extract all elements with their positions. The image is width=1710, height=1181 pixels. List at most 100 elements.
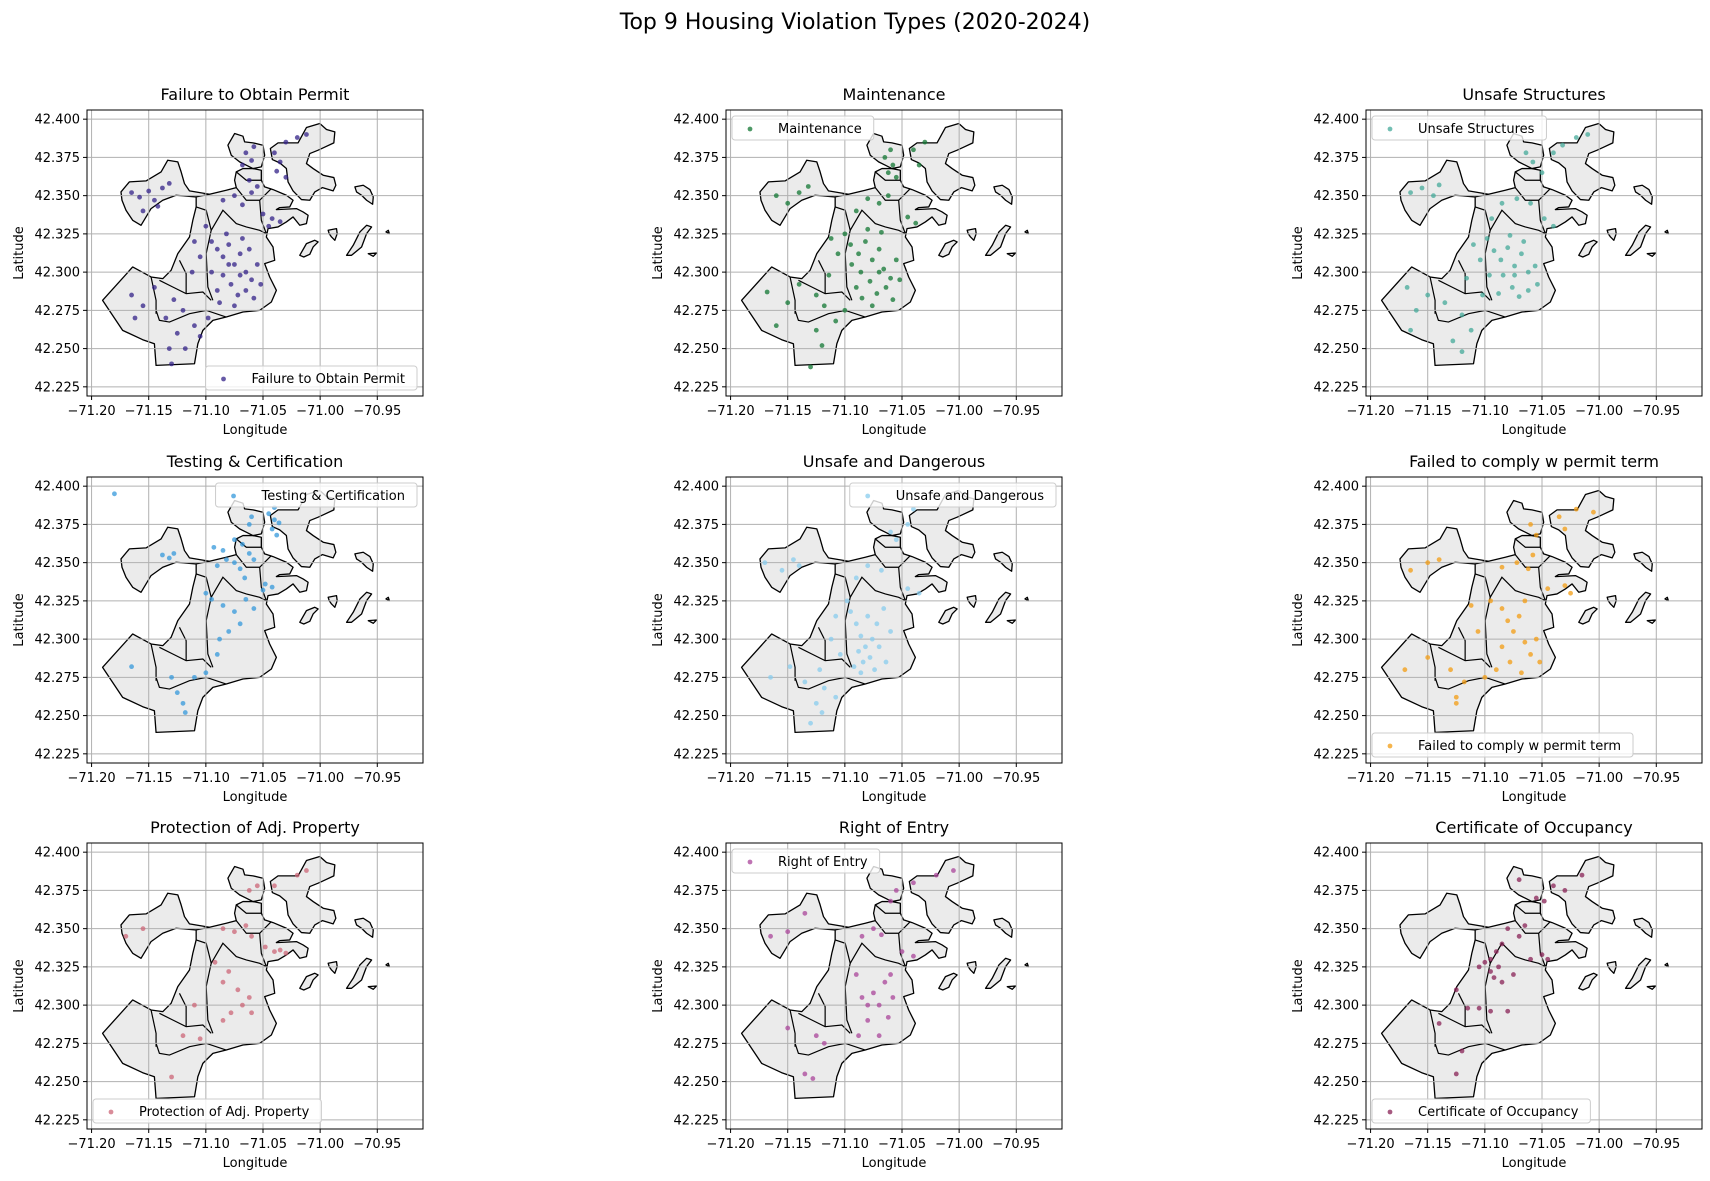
y-tick-label: 42.325 [1314, 227, 1360, 242]
data-point [1516, 933, 1522, 939]
x-tick-label: −70.95 [353, 771, 401, 786]
data-point [220, 979, 226, 985]
data-point [1459, 1048, 1465, 1054]
data-point [274, 168, 280, 174]
data-point [1476, 964, 1482, 970]
x-tick-label: −71.15 [125, 1137, 173, 1152]
y-tick-label: 42.325 [674, 960, 720, 975]
data-point [249, 1010, 254, 1016]
data-point [888, 529, 893, 535]
data-point [1491, 248, 1497, 254]
data-point [802, 679, 808, 685]
x-tick-label: −71.00 [1575, 404, 1623, 419]
data-point [911, 506, 916, 512]
data-point [879, 229, 884, 235]
x-tick-label: −71.05 [878, 1137, 926, 1152]
neighborhood-polygon [938, 606, 958, 625]
neighborhood-polygon [938, 239, 958, 258]
data-point [828, 236, 834, 241]
y-tick-label: 42.250 [1314, 342, 1360, 357]
neighborhood-boundary [259, 200, 267, 234]
data-point [905, 586, 911, 592]
x-tick-label: −70.95 [1632, 771, 1680, 786]
x-tick-label: −71.20 [1347, 1137, 1395, 1152]
data-point [240, 236, 245, 241]
neighborhood-polygon [1664, 962, 1669, 968]
data-point [911, 953, 916, 959]
neighborhood-boundary [155, 676, 227, 690]
neighborhood-boundary [874, 920, 911, 934]
data-point [1488, 598, 1493, 604]
x-tick-label: −71.15 [125, 404, 173, 419]
x-axis-label: Longitude [1502, 423, 1567, 438]
x-tick-label: −71.15 [764, 771, 812, 786]
y-tick-label: 42.300 [674, 633, 720, 648]
data-point [1453, 1071, 1459, 1077]
neighborhood-polygon [367, 252, 378, 257]
data-point [276, 520, 282, 526]
neighborhood-boundary [235, 538, 262, 548]
data-point [893, 174, 899, 180]
data-point [869, 636, 875, 642]
data-point [214, 288, 220, 293]
neighborhood-boundary [874, 187, 911, 201]
data-point [1408, 327, 1413, 333]
data-point [1459, 349, 1465, 355]
data-point [813, 327, 819, 333]
data-point [876, 269, 882, 275]
data-point [856, 648, 861, 654]
data-point [266, 223, 272, 229]
data-point [258, 281, 264, 287]
neighborhood-polygon [299, 606, 319, 625]
neighborhood-polygon [354, 184, 374, 205]
data-point [166, 555, 172, 561]
data-point [1525, 288, 1531, 293]
y-tick-label: 42.350 [1314, 922, 1360, 937]
x-tick-label: −71.00 [296, 771, 344, 786]
neighborhood-boundary [210, 576, 267, 602]
data-point [865, 226, 871, 232]
y-axis-label: Latitude [1291, 226, 1306, 280]
axes-frame [1365, 109, 1703, 397]
data-point [171, 297, 177, 303]
data-point [140, 208, 146, 214]
subplot-title: Maintenance [842, 85, 945, 104]
data-point [787, 664, 793, 670]
data-point [272, 949, 277, 954]
x-tick-label: −71.05 [878, 771, 926, 786]
data-point [858, 633, 864, 639]
data-point [853, 208, 859, 214]
y-axis-label: Latitude [1291, 593, 1306, 647]
subplot: −71.20 −71.15 −71.10 −71.05 −71.00 −70.95 42.2… [1291, 818, 1703, 1171]
x-tick-label: −71.05 [1518, 1137, 1566, 1152]
neighborhood-boundary [1457, 993, 1466, 1027]
data-point [874, 291, 880, 296]
data-point [863, 644, 868, 650]
data-point [235, 292, 241, 298]
data-point [220, 272, 226, 278]
data-point [876, 200, 882, 206]
neighborhood-polygon [740, 534, 948, 734]
data-point [819, 343, 825, 348]
legend-marker [747, 859, 753, 865]
axes-frame [725, 109, 1063, 397]
x-tick-label: −71.15 [1404, 404, 1452, 419]
data-point [1436, 557, 1442, 562]
data-point [1568, 590, 1573, 596]
neighborhood-polygon [1506, 865, 1545, 903]
data-point [277, 947, 283, 953]
neighborhood-polygon [227, 865, 266, 903]
data-point [228, 281, 234, 287]
data-point [1528, 200, 1533, 206]
data-point [865, 563, 871, 569]
neighborhood-polygon [1578, 239, 1598, 258]
data-point [819, 710, 825, 715]
data-point [171, 551, 177, 556]
y-tick-label: 42.250 [1314, 1075, 1360, 1090]
data-point [232, 262, 237, 267]
y-tick-label: 42.225 [35, 747, 81, 762]
data-point [224, 231, 229, 237]
neighborhood-boundary [789, 1009, 796, 1047]
data-point [1471, 242, 1476, 247]
data-point [249, 190, 254, 195]
